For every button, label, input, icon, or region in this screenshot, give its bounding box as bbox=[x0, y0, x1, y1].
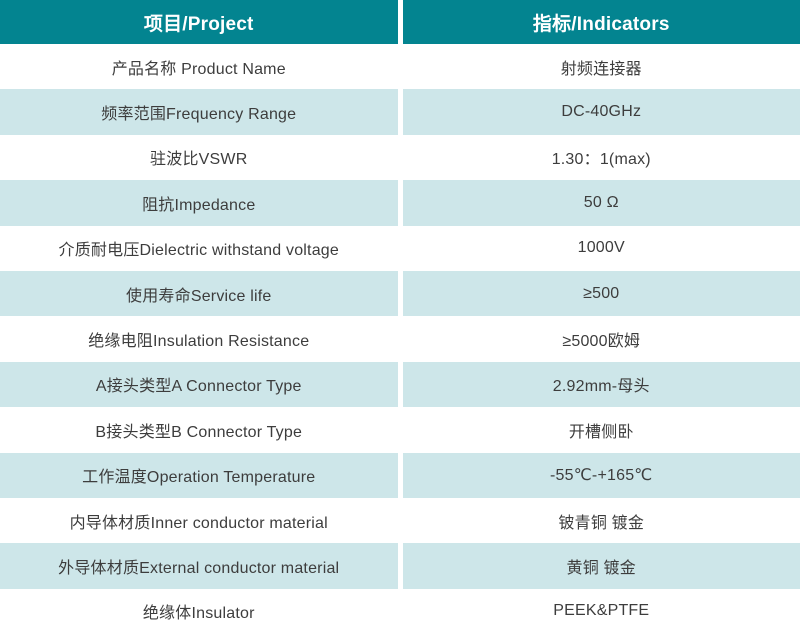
header-cell-project: 项目/Project bbox=[0, 0, 398, 44]
table-row-b-connector-type: B接头类型B Connector Type 开槽侧卧 bbox=[0, 407, 800, 453]
row-label: 内导体材质Inner conductor material bbox=[0, 497, 398, 544]
table-row-a-connector-type: A接头类型A Connector Type 2.92mm-母头 bbox=[0, 361, 800, 408]
row-label: 工作温度Operation Temperature bbox=[0, 452, 398, 498]
row-value: 射频连接器 bbox=[402, 44, 800, 90]
row-label: 外导体材质External conductor material bbox=[0, 543, 398, 589]
row-value: 2.92mm-母头 bbox=[402, 361, 800, 408]
row-value: DC-40GHz bbox=[402, 89, 800, 135]
table-row-external-conductor-material: 外导体材质External conductor material 黄铜 镀金 bbox=[0, 543, 800, 589]
row-value: 开槽侧卧 bbox=[402, 407, 800, 453]
row-label: 阻抗Impedance bbox=[0, 180, 398, 226]
row-label: 频率范围Frequency Range bbox=[0, 89, 398, 135]
table-row-inner-conductor-material: 内导体材质Inner conductor material 铍青铜 镀金 bbox=[0, 497, 800, 544]
row-value: ≥500 bbox=[402, 270, 800, 317]
row-value: 1000V bbox=[402, 225, 800, 271]
table-row-frequency-range: 频率范围Frequency Range DC-40GHz bbox=[0, 89, 800, 135]
table-row-service-life: 使用寿命Service life ≥500 bbox=[0, 270, 800, 317]
table-row-dielectric-withstand-voltage: 介质耐电压Dielectric withstand voltage 1000V bbox=[0, 225, 800, 271]
row-label: 介质耐电压Dielectric withstand voltage bbox=[0, 225, 398, 271]
table-row-product-name: 产品名称 Product Name 射频连接器 bbox=[0, 44, 800, 90]
row-value: PEEK&PTFE bbox=[402, 588, 800, 634]
row-value: -55℃-+165℃ bbox=[402, 452, 800, 498]
row-value: 1.30：1(max) bbox=[402, 134, 800, 181]
row-label: B接头类型B Connector Type bbox=[0, 407, 398, 453]
row-value: 黄铜 镀金 bbox=[402, 543, 800, 589]
header-cell-indicators: 指标/Indicators bbox=[402, 0, 800, 44]
row-label: 绝缘体Insulator bbox=[0, 588, 398, 634]
row-label: A接头类型A Connector Type bbox=[0, 361, 398, 408]
row-value: 铍青铜 镀金 bbox=[402, 497, 800, 544]
row-value: ≥5000欧姆 bbox=[402, 316, 800, 362]
row-label: 使用寿命Service life bbox=[0, 270, 398, 317]
table-row-impedance: 阻抗Impedance 50 Ω bbox=[0, 180, 800, 226]
table-row-insulator: 绝缘体Insulator PEEK&PTFE bbox=[0, 588, 800, 634]
table-row-vswr: 驻波比VSWR 1.30：1(max) bbox=[0, 134, 800, 181]
row-label: 产品名称 Product Name bbox=[0, 44, 398, 90]
table-row-operation-temperature: 工作温度Operation Temperature -55℃-+165℃ bbox=[0, 452, 800, 498]
row-label: 驻波比VSWR bbox=[0, 134, 398, 181]
row-label: 绝缘电阻Insulation Resistance bbox=[0, 316, 398, 362]
table-row-insulation-resistance: 绝缘电阻Insulation Resistance ≥5000欧姆 bbox=[0, 316, 800, 362]
row-value: 50 Ω bbox=[402, 180, 800, 226]
table-header-row: 项目/Project 指标/Indicators bbox=[0, 0, 800, 44]
